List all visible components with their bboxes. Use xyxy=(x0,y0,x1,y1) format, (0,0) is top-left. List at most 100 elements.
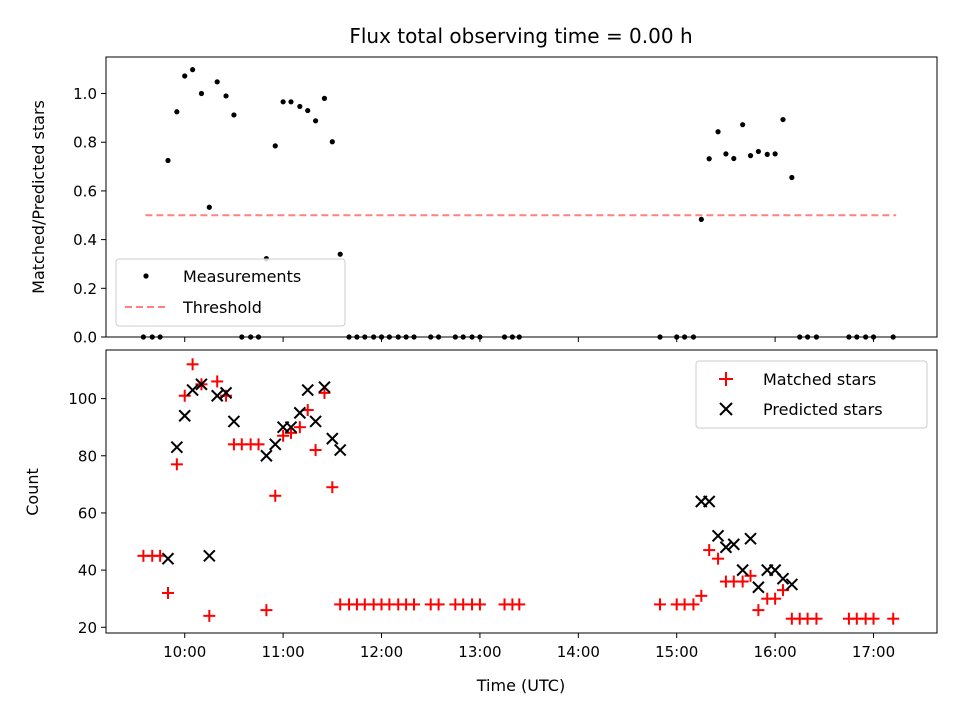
measurement-point xyxy=(305,107,311,114)
matched-star-point xyxy=(269,489,282,502)
bottom-axes-frame xyxy=(105,349,938,634)
matched-star-point xyxy=(867,612,880,625)
predicted-star-point xyxy=(711,529,725,543)
predicted-star-point xyxy=(203,549,216,563)
measurement-point xyxy=(723,151,729,157)
measurement-point xyxy=(297,103,303,110)
matched-star-point xyxy=(211,375,224,388)
matched-star-point xyxy=(744,569,757,582)
bottom-y-tick-label: 100 xyxy=(68,390,97,408)
matched-star-point xyxy=(161,586,174,599)
measurement-point xyxy=(165,157,171,164)
measurement-point xyxy=(329,139,335,145)
matched-star-point xyxy=(326,481,339,494)
matched-star-point xyxy=(473,598,486,611)
measurement-point xyxy=(231,112,237,118)
predicted-star-point xyxy=(195,378,208,391)
legend-label-measurements: Measurements xyxy=(183,267,301,286)
bottom-x-axis-label: Time (UTC) xyxy=(476,676,565,695)
top-panel: Flux total observing time = 0.00 h 0.0 0.… xyxy=(29,24,938,347)
measurement-point xyxy=(706,156,712,162)
predicted-star-point xyxy=(170,440,184,454)
top-y-tick-label: 1.0 xyxy=(73,85,97,103)
measurement-point xyxy=(747,153,754,159)
measurement-point xyxy=(223,93,229,99)
chart-title: Flux total observing time = 0.00 h xyxy=(349,24,692,48)
predicted-star-point xyxy=(333,443,347,457)
predicted-star-point xyxy=(227,415,241,428)
top-y-axis-label: Matched/Predicted stars xyxy=(29,100,48,294)
top-plot-area xyxy=(140,67,897,340)
bottom-x-tick-label: 14:00 xyxy=(557,643,600,661)
legend-marker-matched xyxy=(719,372,733,386)
matched-star-point xyxy=(260,604,273,617)
bottom-plot-area xyxy=(137,358,900,625)
top-axes-frame xyxy=(105,56,938,338)
matched-star-point xyxy=(284,426,297,439)
predicted-star-point xyxy=(219,386,233,400)
bottom-y-tick-label: 20 xyxy=(78,619,97,637)
predicted-star-point xyxy=(702,495,716,508)
predicted-star-point xyxy=(210,389,224,402)
predicted-star-point xyxy=(736,563,749,577)
top-y-tick-label: 0.2 xyxy=(73,280,97,298)
measurement-point xyxy=(280,99,286,105)
measurement-point xyxy=(337,251,343,257)
measurement-point xyxy=(789,174,795,181)
predicted-star-point xyxy=(326,432,339,445)
predicted-star-point xyxy=(186,383,199,397)
matched-star-point xyxy=(186,358,199,371)
predicted-star-point xyxy=(744,532,757,545)
measurement-point xyxy=(755,148,761,155)
measurement-point xyxy=(731,155,737,162)
bottom-axes: 10:00 11:00 12:00 13:00 14:00 15:00 16:00 17:00… xyxy=(68,390,895,661)
predicted-star-point xyxy=(293,406,307,420)
bottom-x-tick-label: 15:00 xyxy=(655,643,698,661)
predicted-star-point xyxy=(785,578,799,591)
bottom-y-tick-label: 60 xyxy=(78,504,97,522)
measurement-point xyxy=(698,216,704,222)
measurement-point xyxy=(189,67,196,73)
legend-label-matched: Matched stars xyxy=(763,370,876,389)
matched-star-point xyxy=(736,575,749,588)
matched-star-point xyxy=(703,544,716,557)
measurement-point xyxy=(715,129,721,135)
bottom-y-tick-label: 40 xyxy=(78,562,97,580)
legend-marker-measurements xyxy=(143,273,149,279)
bottom-legend-box xyxy=(695,360,928,429)
top-legend: Measurements Threshold xyxy=(115,258,346,327)
matched-star-point xyxy=(252,438,265,451)
matched-star-point xyxy=(752,604,765,617)
measurement-point xyxy=(764,151,770,157)
top-axes: 0.0 0.2 0.4 0.6 0.8 1.0 xyxy=(73,85,875,347)
matched-star-point xyxy=(432,598,445,611)
measurement-point xyxy=(206,204,212,210)
bottom-panel: 10:00 11:00 12:00 13:00 14:00 15:00 16:00 17:00… xyxy=(23,349,938,695)
top-y-tick-label: 0.0 xyxy=(73,329,97,347)
bottom-y-axis-label: Count xyxy=(23,468,42,516)
predicted-star-point xyxy=(752,581,765,594)
measurement-point xyxy=(312,118,319,124)
bottom-x-tick-label: 11:00 xyxy=(262,643,305,661)
bottom-x-tick-label: 10:00 xyxy=(163,643,206,661)
bottom-x-tick-label: 17:00 xyxy=(852,643,895,661)
top-legend-box xyxy=(115,258,346,327)
bottom-x-tick-label: 13:00 xyxy=(458,643,501,661)
top-y-tick-label: 0.4 xyxy=(73,231,97,249)
matched-star-point xyxy=(653,598,666,611)
measurement-point xyxy=(288,99,294,105)
bottom-legend: Matched stars Predicted stars xyxy=(695,360,928,429)
matched-star-point xyxy=(687,598,700,611)
matched-star-point xyxy=(203,609,216,622)
measurement-point xyxy=(740,122,746,128)
top-y-tick-label: 0.8 xyxy=(73,134,97,152)
matched-star-point xyxy=(170,458,183,471)
legend-label-predicted: Predicted stars xyxy=(763,400,883,419)
matched-star-point xyxy=(178,389,191,402)
bottom-x-tick-label: 12:00 xyxy=(360,643,403,661)
matched-star-point xyxy=(887,612,900,625)
predicted-star-point xyxy=(284,420,298,434)
predicted-star-point xyxy=(719,541,733,554)
matched-star-point xyxy=(695,589,708,602)
